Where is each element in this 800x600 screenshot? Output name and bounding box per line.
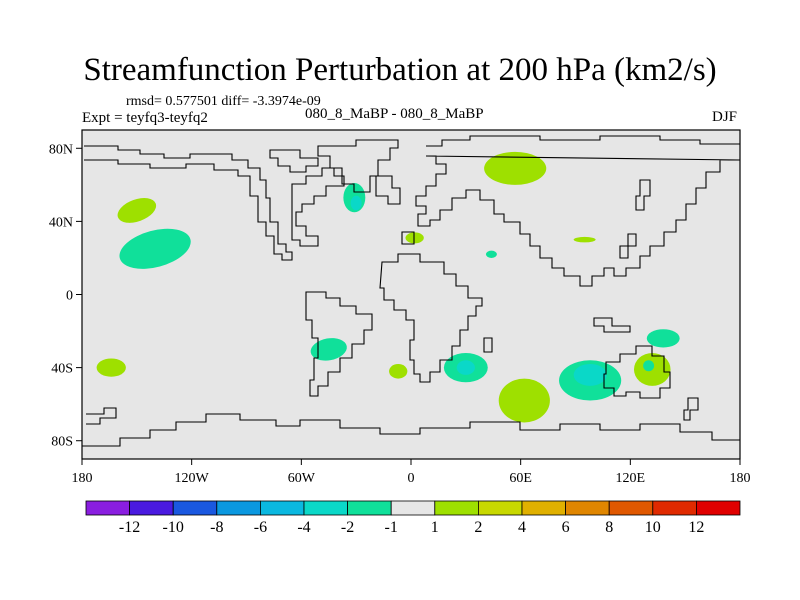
coastline-canadian-arctic <box>269 149 319 173</box>
colorbar-label: -8 <box>210 519 223 536</box>
coastline-indonesia <box>593 317 631 333</box>
colorbar-label: 8 <box>605 519 613 536</box>
anomaly-north-atlantic-neg-core <box>350 195 362 211</box>
colorbar-label: 2 <box>474 519 482 536</box>
map-background <box>82 130 740 459</box>
colorbar-label: 4 <box>518 519 526 536</box>
colorbar-swatch <box>521 500 566 516</box>
coastline-kamchatka <box>635 179 651 211</box>
experiment-label: Expt = teyfq3-teyfq2 <box>82 110 208 126</box>
coastline-scandinavia <box>375 175 401 205</box>
anomaly-north-pacific-pos <box>117 198 157 223</box>
anomaly-layer <box>96 151 680 423</box>
anomaly-south-america-neg <box>310 338 347 361</box>
colorbar-swatch <box>172 500 218 516</box>
colorbar-swatch <box>303 500 348 516</box>
y-tick-label: 40N <box>49 215 73 230</box>
coastline-new-zealand <box>683 397 699 421</box>
anomaly-arabia-neg <box>485 250 497 258</box>
anomaly-mediterranean-pos <box>405 232 424 244</box>
y-tick-label: 80S <box>51 435 73 450</box>
coastline-australia <box>603 345 671 399</box>
colorbar-swatch <box>565 500 610 516</box>
colorbar-label: -6 <box>254 519 267 536</box>
coastline-north-america <box>84 145 293 261</box>
x-tick-label: 180 <box>72 471 93 486</box>
colorbar-swatch <box>129 500 174 516</box>
coastline-eurasia <box>415 135 741 287</box>
coastline-hudson <box>291 167 345 247</box>
anomaly-south-pacific-pos <box>96 358 126 377</box>
coastline-greenland <box>317 139 399 193</box>
anomaly-arctic-siberia-pos <box>484 151 547 185</box>
colorbar-swatch <box>434 500 479 516</box>
colorbar-swatch <box>696 500 741 516</box>
anomaly-south-atlantic-pos <box>389 363 408 379</box>
coastline-layer <box>82 135 741 447</box>
anomaly-indian-ocean-neg-core <box>573 363 607 386</box>
anomaly-tasman-neg <box>646 329 680 348</box>
colorbar-swatch <box>477 500 523 516</box>
x-tick-label: 120E <box>616 471 646 486</box>
x-tick-label: 60E <box>509 471 532 486</box>
colorbar-swatch <box>347 500 392 516</box>
colorbar-swatch <box>85 500 130 516</box>
colorbar-label: -2 <box>341 519 354 536</box>
y-tick-label: 0 <box>66 289 73 304</box>
coastline-japan <box>619 233 637 259</box>
x-tick-label: 180 <box>730 471 751 486</box>
colorbar-swatch <box>390 500 436 516</box>
colorbar-swatch <box>259 500 305 516</box>
colorbar: -12 -10 -8 -6 -4 -2 -1 1 2 4 6 8 10 12 <box>85 500 741 536</box>
x-tick-label: 120W <box>175 471 210 486</box>
x-tick-label: 0 <box>408 471 415 486</box>
anomaly-southern-ocean-pos <box>498 378 550 423</box>
y-tick-label: 80N <box>49 142 73 157</box>
anomaly-subtropical-pacific-neg <box>119 228 191 269</box>
colorbar-swatch <box>652 500 697 516</box>
colorbar-swatch <box>216 500 261 516</box>
anomaly-south-africa-neg-core <box>456 360 475 375</box>
colorbar-label: 6 <box>562 519 570 536</box>
colorbar-label: -10 <box>163 519 184 536</box>
chart-subtitle: 080_8_MaBP - 080_8_MaBP <box>305 106 484 122</box>
coastline-antarctic-peninsula <box>86 407 117 425</box>
colorbar-label: -4 <box>297 519 310 536</box>
season-label: DJF <box>712 109 738 125</box>
anomaly-australia-neg-core <box>643 360 655 372</box>
coastline-antarctica <box>82 413 740 447</box>
colorbar-swatch <box>608 500 654 516</box>
colorbar-label: 10 <box>645 519 661 536</box>
coastline-madagascar <box>483 337 493 353</box>
coastline-uk <box>401 231 415 245</box>
chart-title: Streamfunction Perturbation at 200 hPa (… <box>83 52 717 88</box>
coastline-africa <box>379 253 483 383</box>
y-tick-label: 40S <box>51 362 73 377</box>
colorbar-label: -1 <box>385 519 398 536</box>
colorbar-label: -12 <box>119 519 140 536</box>
colorbar-label: 1 <box>431 519 439 536</box>
axis-layer: 180 120W 60W 0 60E 120E 180 80N 40N 0 40S 80S <box>49 142 751 486</box>
coastline-south-america <box>305 291 373 397</box>
anomaly-east-asia-pos <box>573 236 596 243</box>
rmsd-stats-text: rmsd= 0.577501 diff= -3.3974e-09 <box>126 94 321 109</box>
x-tick-label: 60W <box>288 471 316 486</box>
colorbar-label: 12 <box>688 519 704 536</box>
